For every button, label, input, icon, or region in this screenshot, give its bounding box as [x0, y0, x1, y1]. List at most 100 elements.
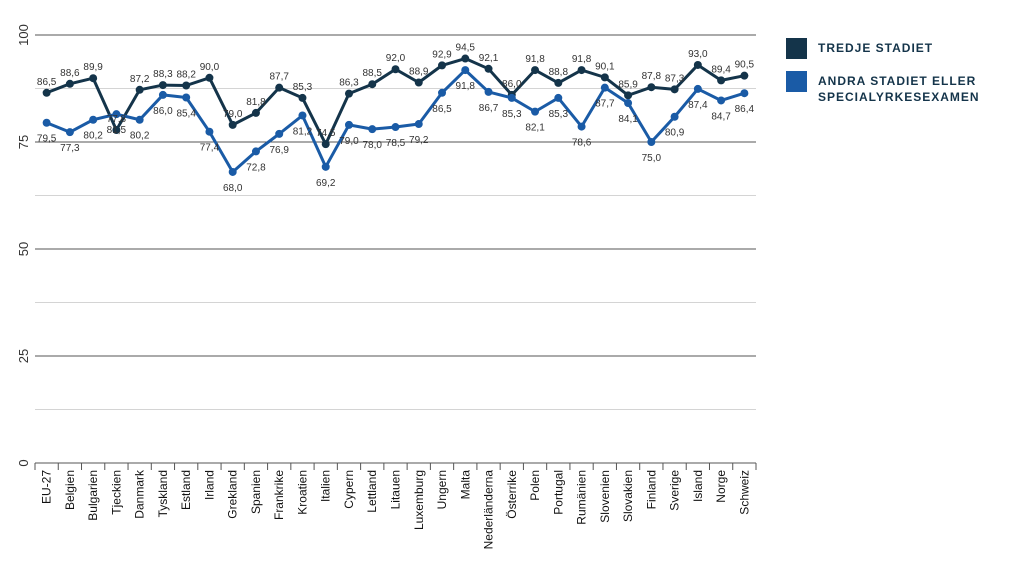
data-label: 88,5: [363, 68, 383, 79]
data-label: 76,9: [269, 145, 289, 156]
x-tick-label: Italien: [319, 470, 333, 502]
data-point: [484, 87, 493, 96]
data-label: 88,6: [60, 68, 80, 79]
data-point: [507, 93, 516, 102]
data-label: 77,8: [107, 114, 127, 125]
data-point: [461, 54, 470, 63]
data-point: [484, 64, 493, 73]
data-point: [112, 126, 121, 135]
data-label: 88,3: [153, 69, 173, 80]
data-label: 86,5: [37, 77, 57, 88]
data-label: 91,8: [572, 54, 592, 65]
data-label: 87,8: [642, 71, 662, 82]
data-point: [414, 120, 423, 129]
data-point: [89, 74, 98, 83]
x-tick-label: Cypern: [342, 470, 356, 509]
data-point: [740, 71, 749, 80]
x-tick-label: Kroatien: [295, 470, 309, 515]
data-point: [391, 65, 400, 74]
data-point: [670, 85, 679, 94]
data-label: 87,7: [595, 99, 615, 110]
data-label: 93,0: [688, 49, 708, 60]
data-point: [298, 111, 307, 120]
x-tick-label: Portugal: [551, 470, 565, 515]
data-point: [321, 162, 330, 171]
x-tick-label: Irland: [202, 470, 216, 500]
data-label: 90,5: [735, 60, 755, 71]
x-tick-label: Schweiz: [737, 470, 751, 515]
data-point: [438, 61, 447, 70]
x-tick-label: Spanien: [249, 470, 263, 514]
data-point: [670, 112, 679, 121]
x-tick-label: Polen: [528, 470, 542, 501]
data-label: 87,4: [688, 100, 708, 111]
data-point: [554, 93, 563, 102]
data-point: [112, 110, 121, 119]
data-label: 85,3: [549, 109, 569, 120]
x-tick-label: Tyskland: [156, 470, 170, 517]
data-label: 92,1: [479, 53, 499, 64]
data-point: [438, 88, 447, 97]
x-tick-label: Lettland: [365, 470, 379, 513]
data-label: 86,0: [502, 79, 522, 90]
data-label: 92,9: [432, 49, 452, 60]
data-label: 85,3: [502, 109, 522, 120]
data-label: 78,5: [386, 138, 406, 149]
data-label: 79,0: [223, 109, 243, 120]
data-point: [42, 88, 51, 97]
data-label: 92,0: [386, 53, 406, 64]
data-point: [135, 85, 144, 94]
y-tick-label: 100: [16, 24, 31, 46]
legend-label: ANDRA STADIET ELLER SPECIALYRKESEXAMEN: [818, 74, 980, 104]
legend-label: TREDJE STADIET: [818, 41, 934, 55]
data-point: [135, 115, 144, 124]
data-point: [647, 138, 656, 146]
data-label: 85,9: [618, 79, 638, 90]
data-point: [717, 76, 726, 85]
data-point: [368, 80, 377, 89]
data-point: [344, 120, 353, 129]
data-point: [228, 167, 237, 176]
x-tick-label: Danmark: [133, 469, 147, 519]
x-tick-label: Slovakien: [621, 470, 635, 522]
data-point: [414, 78, 423, 87]
data-label: 88,8: [549, 67, 569, 78]
data-point: [65, 128, 74, 137]
data-point: [368, 125, 377, 134]
data-label: 80,9: [665, 128, 685, 139]
data-label: 85,4: [176, 108, 196, 119]
x-tick-label: Rumänien: [575, 470, 589, 525]
data-label: 90,1: [595, 61, 615, 72]
data-label: 91,8: [456, 81, 476, 92]
x-tick-label: Sverige: [668, 470, 682, 511]
data-point: [182, 93, 191, 102]
data-point: [158, 90, 167, 99]
data-point: [531, 107, 540, 116]
data-label: 68,0: [223, 183, 243, 194]
x-tick-label: Malta: [458, 470, 472, 500]
data-point: [65, 79, 74, 88]
x-tick-label: Grekland: [226, 470, 240, 519]
data-label: 88,9: [409, 67, 429, 78]
data-point: [205, 73, 214, 82]
data-point: [624, 99, 633, 108]
data-label: 86,4: [735, 104, 755, 115]
y-tick-label: 50: [16, 242, 31, 256]
data-label: 78,0: [363, 140, 383, 151]
data-point: [693, 84, 702, 93]
data-point: [600, 73, 609, 82]
data-label: 89,9: [83, 62, 103, 73]
data-label: 78,6: [572, 138, 592, 149]
data-label: 80,2: [83, 131, 103, 142]
data-label: 84,7: [711, 111, 731, 122]
data-point: [89, 115, 98, 124]
x-tick-label: Island: [691, 470, 705, 502]
legend-swatch: [786, 38, 807, 59]
data-label: 79,0: [339, 136, 359, 147]
x-tick-label: Estland: [179, 470, 193, 510]
x-tick-label: Luxemburg: [412, 470, 426, 530]
data-label: 86,3: [339, 78, 359, 89]
data-label: 82,1: [525, 123, 545, 134]
